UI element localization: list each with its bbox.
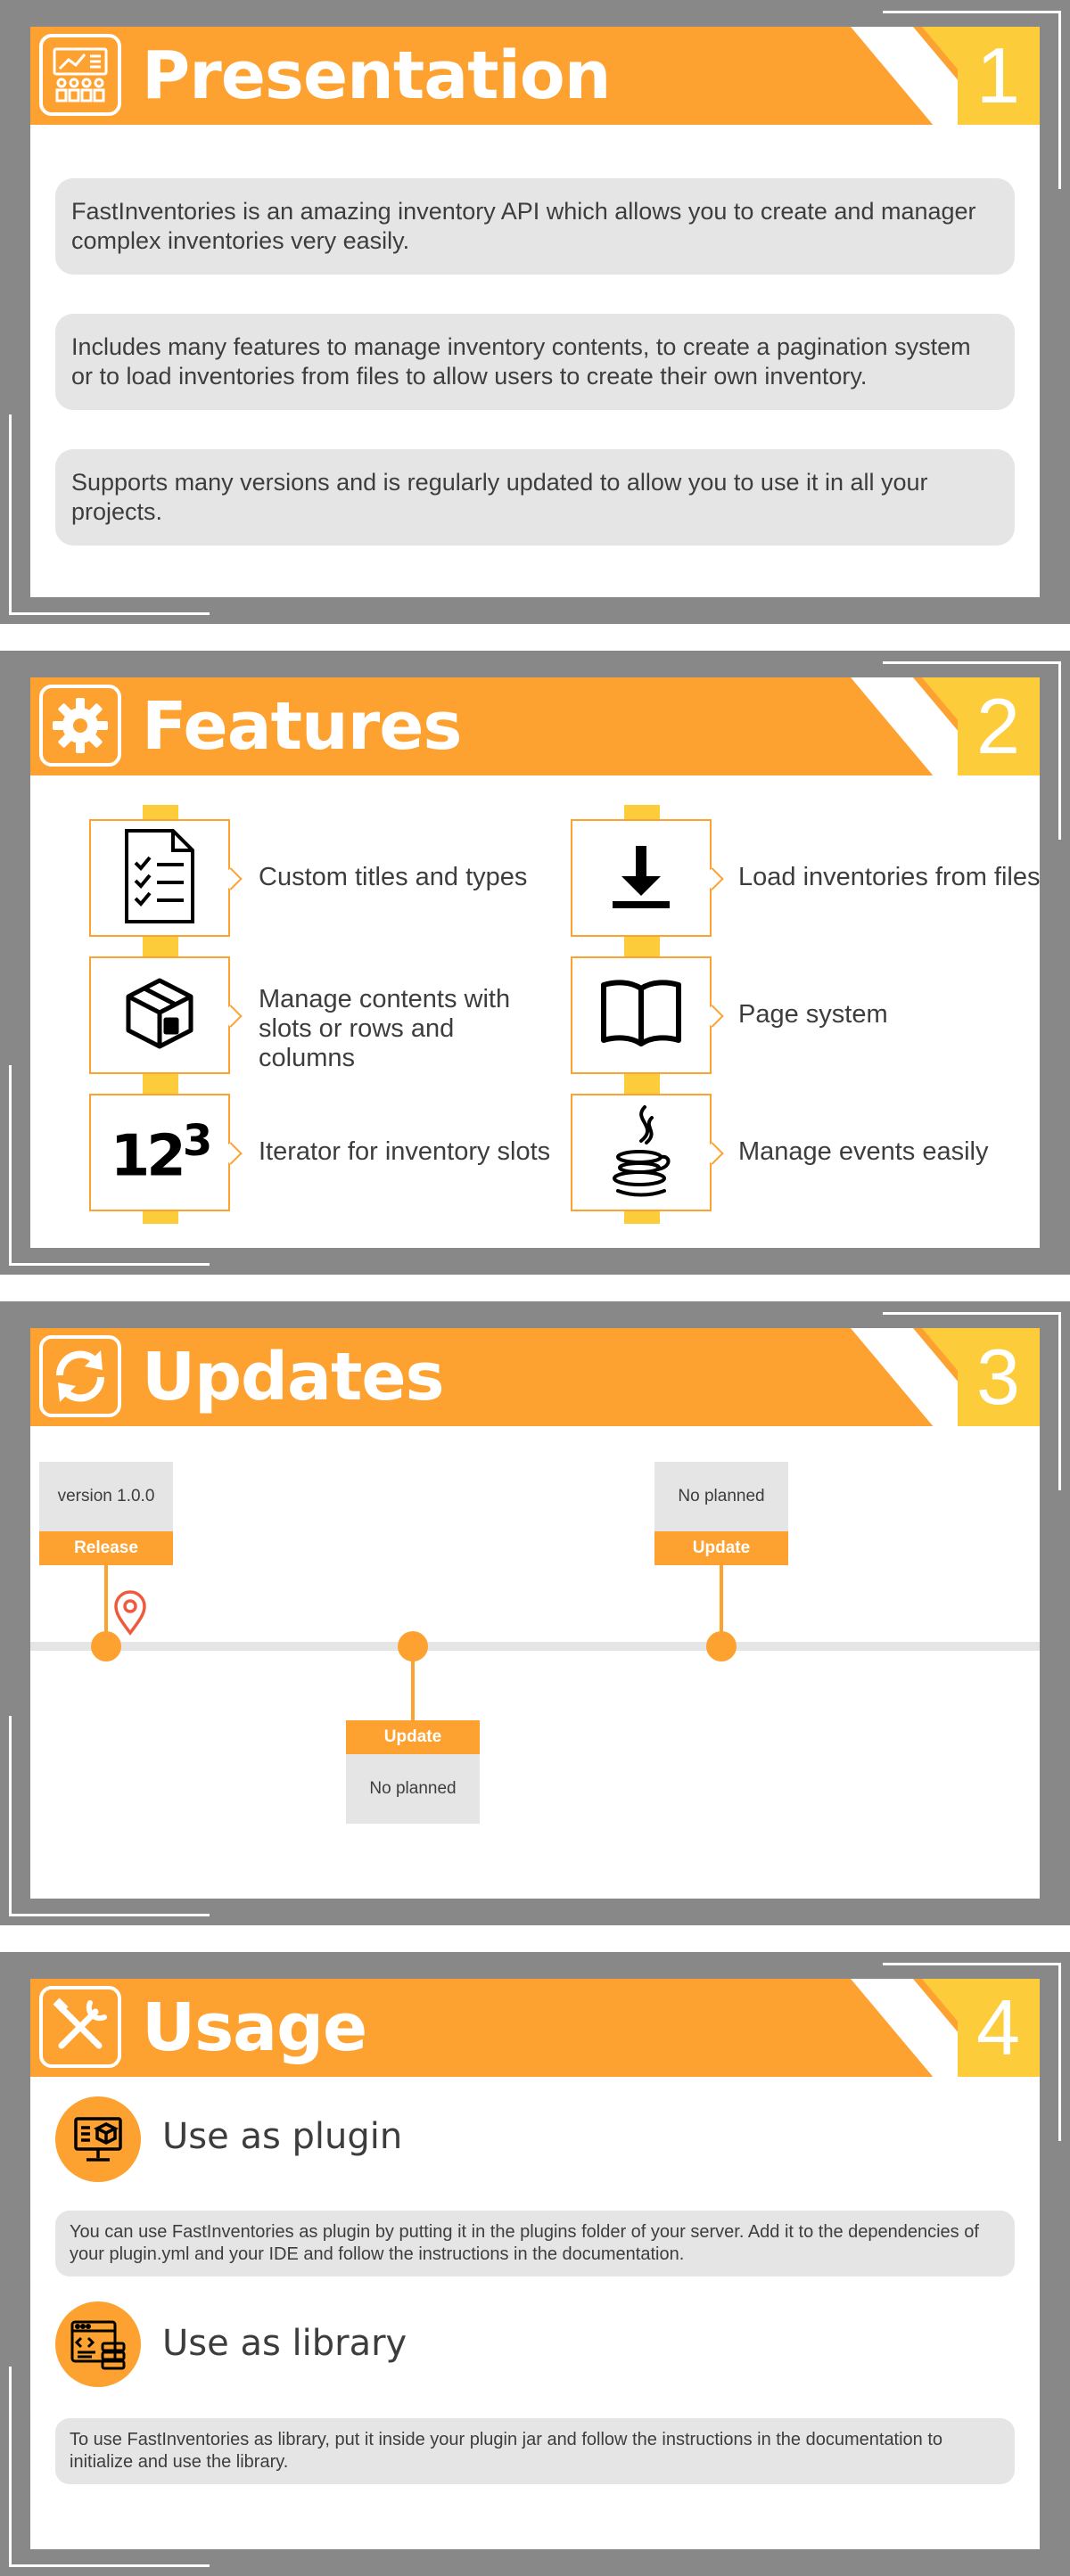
timeline-dot — [706, 1631, 737, 1661]
presentation-paragraph: FastInventories is an amazing inventory … — [55, 178, 1015, 275]
milestone: version 1.0.0 Release — [39, 1462, 173, 1565]
updates-section: Updates 3 version 1.0.0 Release Update N… — [0, 1301, 1070, 1925]
section-number: 4 — [976, 1983, 1020, 2071]
milestone: Update No planned — [346, 1720, 480, 1824]
feature-icon-box — [571, 1094, 712, 1211]
milestone-status: Release — [39, 1531, 173, 1565]
plugin-description: You can use FastInventories as plugin by… — [55, 2211, 1015, 2277]
usage-section: Usage 4 Use as plugin You can use FastIn… — [0, 1952, 1070, 2576]
frame-corner-top-right — [883, 1963, 1061, 2141]
plugin-monitor-icon — [55, 2096, 141, 2182]
section-number: 3 — [976, 1333, 1020, 1421]
refresh-icon — [39, 1335, 121, 1417]
feature-label: Load inventories from files — [738, 863, 1041, 891]
milestone-detail: No planned — [346, 1754, 480, 1824]
milestone-detail: version 1.0.0 — [39, 1462, 173, 1531]
updates-title: Updates — [142, 1339, 445, 1415]
milestone-detail: No planned — [654, 1462, 788, 1531]
feature-label: Manage contents with slots or rows and c… — [259, 985, 511, 1072]
feature-label: Page system — [738, 1000, 888, 1029]
feature-icon-box: 123 — [89, 1094, 230, 1211]
feature-label: Custom titles and types — [259, 863, 528, 891]
milestone-status: Update — [654, 1531, 788, 1565]
frame-corner-bottom-left — [9, 1065, 210, 1266]
updates-header: Updates 3 — [30, 1328, 1040, 1426]
timeline-dot — [398, 1631, 428, 1661]
open-book-icon — [598, 978, 684, 1053]
document-checklist-icon — [119, 827, 200, 929]
section-number: 1 — [976, 31, 1020, 119]
chest-icon — [119, 973, 200, 1057]
timeline-dot — [91, 1631, 121, 1661]
map-pin-icon — [112, 1590, 148, 1640]
features-title: Features — [142, 688, 462, 765]
numbers-123-icon: 123 — [110, 1116, 213, 1190]
milestone-status: Update — [346, 1720, 480, 1754]
usage-header: Usage 4 — [30, 1979, 1040, 2077]
library-title: Use as library — [162, 2323, 407, 2364]
presentation-header: Presentation 1 — [30, 27, 1040, 125]
feature-icon-box — [571, 956, 712, 1074]
presentation-icon — [39, 34, 121, 116]
feature-label: Iterator for inventory slots — [259, 1137, 551, 1166]
presentation-card: Presentation 1 FastInventories is an ama… — [30, 27, 1040, 597]
library-description: To use FastInventories as library, put i… — [55, 2418, 1015, 2484]
features-header: Features 2 — [30, 677, 1040, 775]
frame-corner-bottom-left — [9, 2367, 210, 2567]
feature-icon-box — [89, 956, 230, 1074]
presentation-title: Presentation — [142, 37, 611, 114]
library-code-icon — [55, 2301, 141, 2387]
features-card: Features 2 Custom titles and types — [30, 677, 1041, 1248]
milestone: No planned Update — [654, 1462, 788, 1565]
java-icon — [605, 1102, 677, 1203]
feature-icon-box — [89, 819, 230, 937]
presentation-paragraph: Supports many versions and is regularly … — [55, 449, 1015, 546]
plugin-title: Use as plugin — [162, 2116, 403, 2157]
frame-corner-top-right — [883, 661, 1061, 840]
frame-corner-top-right — [883, 1312, 1061, 1490]
frame-corner-bottom-left — [9, 414, 210, 615]
section-number: 2 — [976, 682, 1020, 770]
usage-title: Usage — [142, 1989, 367, 2066]
updates-card: Updates 3 version 1.0.0 Release Update N… — [30, 1328, 1040, 1899]
presentation-paragraph: Includes many features to manage invento… — [55, 314, 1015, 410]
tools-icon — [39, 1986, 121, 2068]
usage-card: Usage 4 Use as plugin You can use FastIn… — [30, 1979, 1040, 2549]
timeline-line — [30, 1642, 1040, 1651]
presentation-section: Presentation 1 FastInventories is an ama… — [0, 0, 1070, 624]
download-icon — [605, 841, 677, 915]
feature-label: Manage events easily — [738, 1137, 989, 1166]
frame-corner-top-right — [883, 11, 1061, 189]
gear-icon — [39, 685, 121, 767]
frame-corner-bottom-left — [9, 1716, 210, 1916]
features-section: Features 2 Custom titles and types — [0, 651, 1070, 1275]
feature-icon-box — [571, 819, 712, 937]
